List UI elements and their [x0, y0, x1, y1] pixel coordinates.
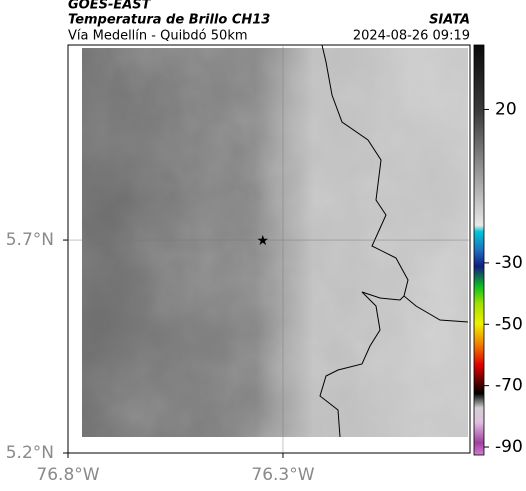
y-tick-label: 5.2°N	[6, 443, 54, 463]
colorbar-tick-label: -30	[495, 253, 523, 273]
source: GOES-EAST	[68, 0, 152, 13]
satellite-image	[82, 48, 468, 437]
boundaries	[319, 44, 469, 438]
datetime: 2024-08-26 09:19	[353, 29, 470, 44]
x-tick-label: 76.3°W	[251, 465, 314, 485]
map-frame	[67, 44, 471, 454]
colorbar-tick-label: -50	[495, 314, 523, 334]
subtitle: Vía Medellín - Quibdó 50km	[68, 29, 248, 44]
colorbar-tick-label: -70	[495, 376, 523, 396]
x-tick-label: 76.8°W	[36, 465, 99, 485]
org: SIATA	[429, 13, 470, 28]
colorbar-tick-label: 20	[495, 99, 517, 119]
title: Temperatura de Brillo CH13	[68, 13, 270, 28]
y-tick-label: 5.7°N	[6, 230, 54, 250]
colorbar	[473, 44, 485, 456]
location-marker: ★	[256, 233, 269, 249]
colorbar-tick-label: -90	[495, 437, 523, 457]
